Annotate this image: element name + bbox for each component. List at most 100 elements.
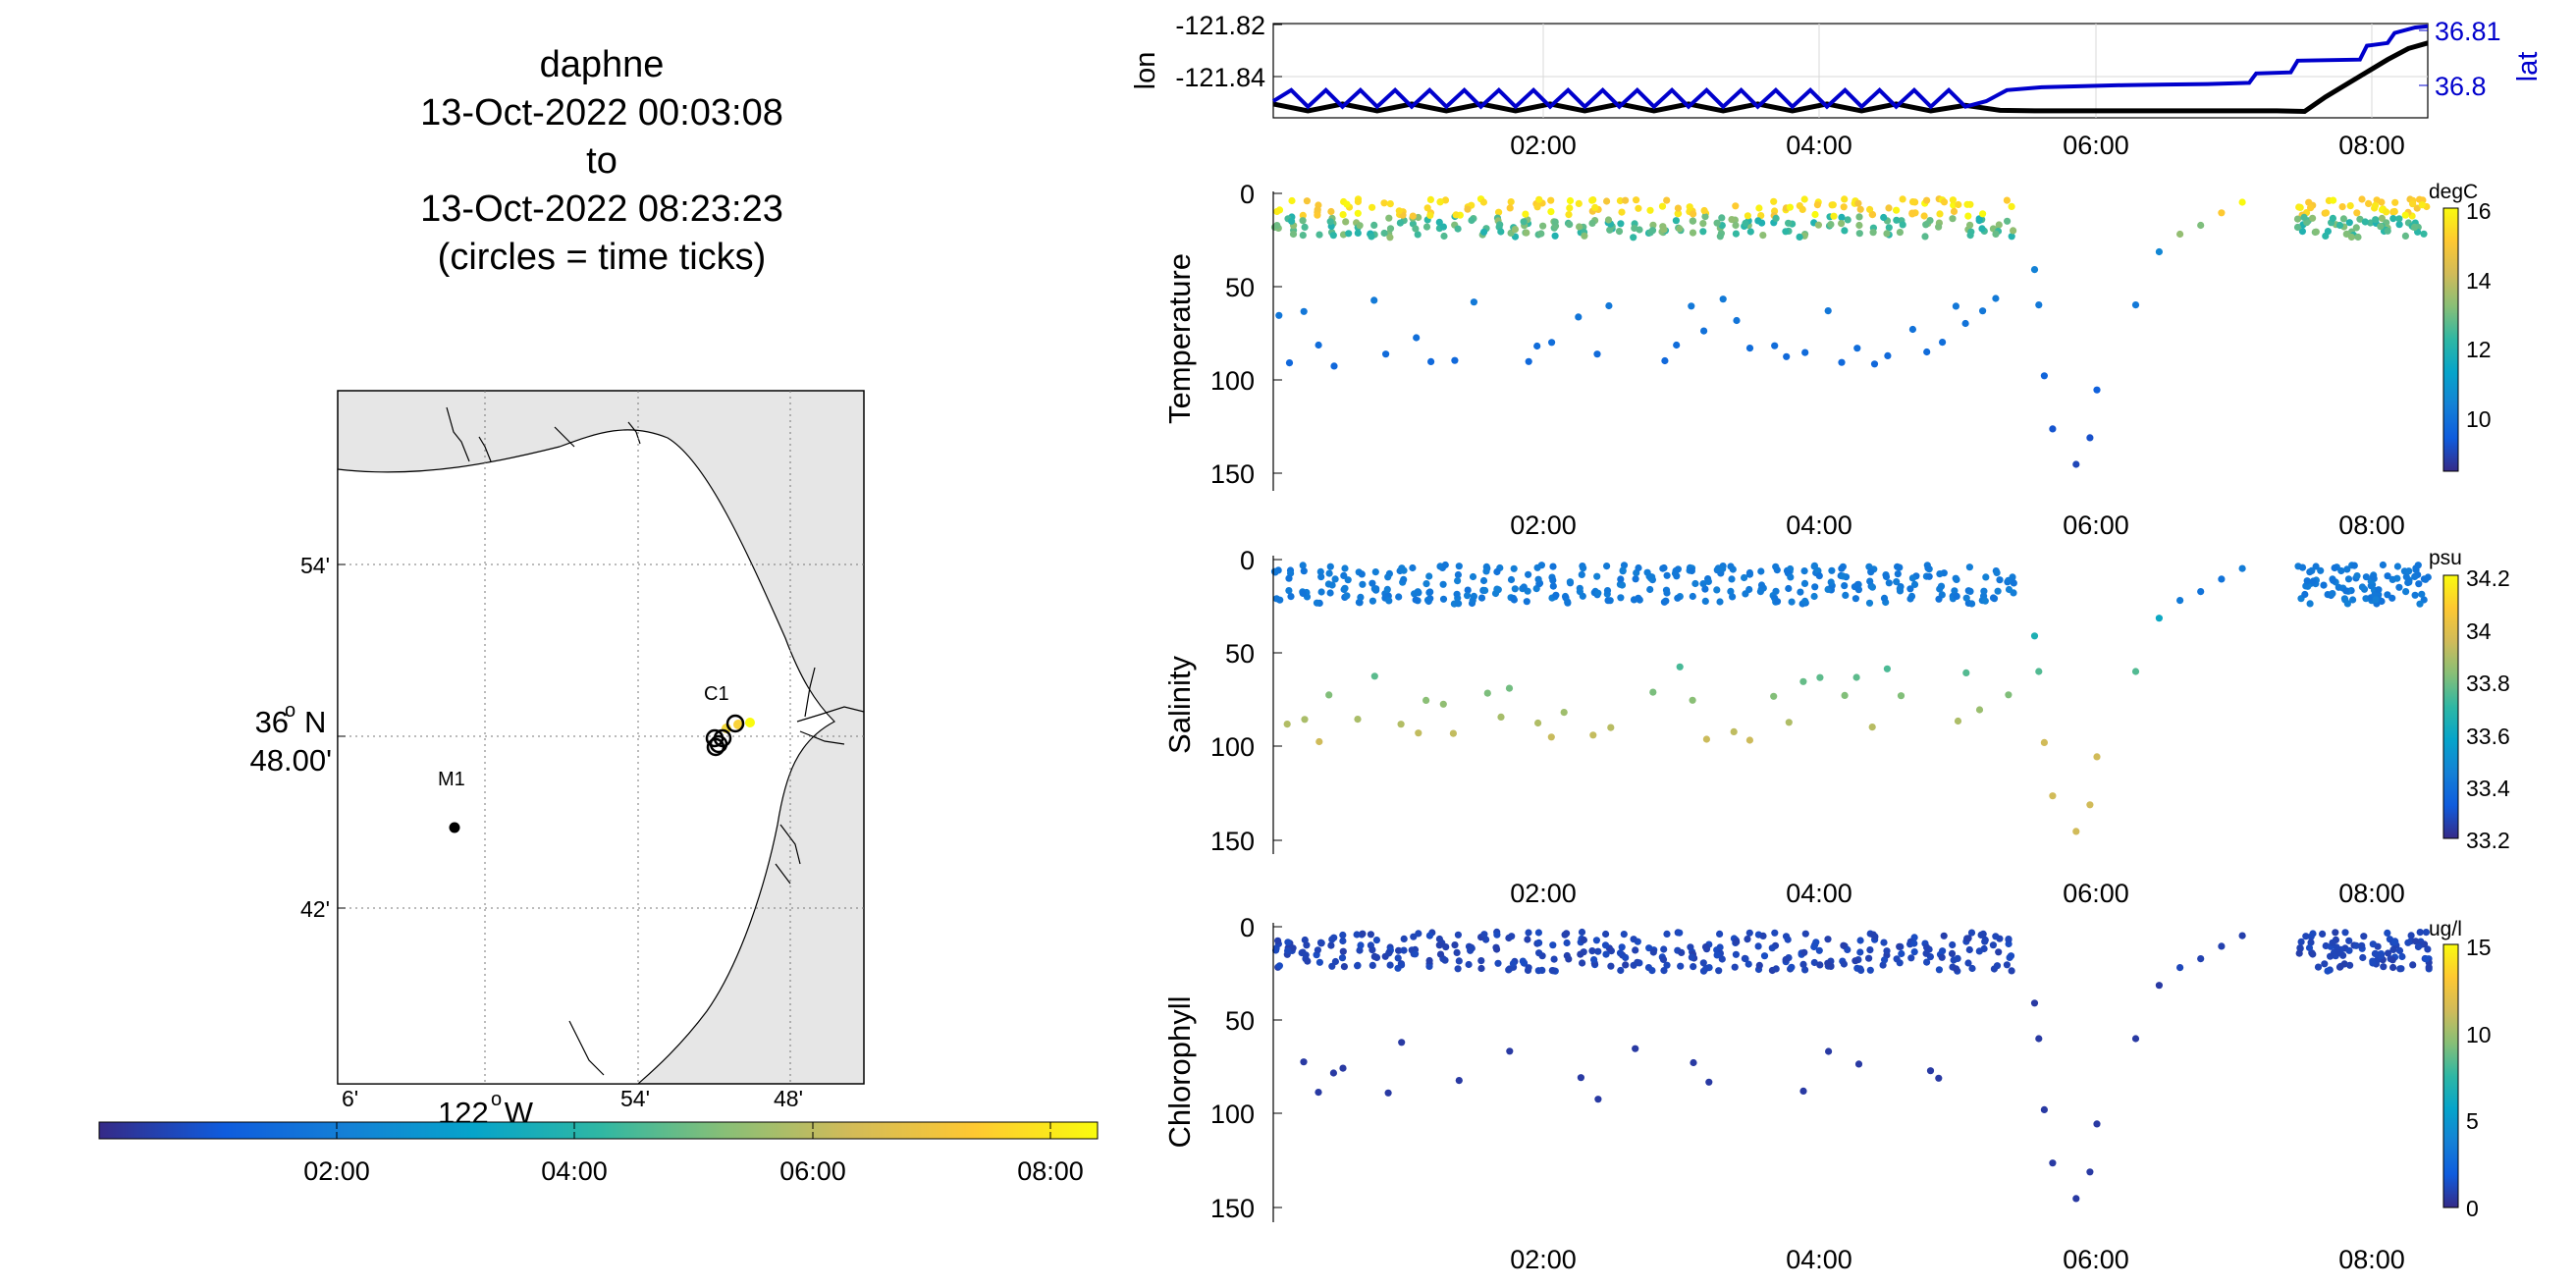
chl-data-point [1315,958,1323,966]
sal-data-point [1893,578,1901,586]
temp-data-point [1700,327,1708,335]
chl-data-point [1967,929,1976,937]
temp-data-point [2010,227,2017,235]
sal-data-point [1493,567,1501,576]
temperature-xtick-0600: 06:00 [2063,510,2129,540]
sal-data-point [1270,567,1279,575]
sal-data-point [1688,566,1695,575]
sal-data-point [1604,597,1612,605]
chl-data-point [1768,944,1776,952]
chl-data-point [1508,933,1516,940]
chl-data-point [1840,960,1848,968]
sal-data-point [2010,579,2017,587]
sal-data-point [1325,569,1333,577]
sal-data-point [1770,692,1778,700]
temp-data-point [2086,434,2094,442]
temp-data-point [2093,386,2101,394]
chl-data-point [1580,936,1587,944]
station-c1: C1 [704,683,729,705]
sal-data-point [2035,668,2043,675]
chl-data-point [1477,964,1485,973]
temp-data-point [1961,319,1969,328]
temp-data-point [1978,225,1986,233]
salinity-ytick-100: 100 [1210,732,1255,762]
temp-data-point [1854,199,1862,207]
temp-data-point [1992,230,2000,238]
temperature-ytick-0: 0 [1240,180,1255,209]
salinity-cbar-tick-336: 33.6 [2466,724,2510,749]
temp-data-point [2390,207,2398,216]
sal-data-point [2005,576,2012,584]
sal-data-point [2306,600,2314,608]
temp-data-point [1525,357,1532,365]
temp-data-point [1689,229,1697,237]
temp-data-point [2049,425,2057,433]
ocean-area [337,429,835,1085]
chl-data-point [2319,930,2327,939]
temp-data-point [1949,215,1957,223]
sal-data-point [1594,589,1602,597]
sal-data-point [1507,575,1516,584]
sal-data-point [2402,573,2410,581]
chl-data-point [1578,928,1586,937]
temp-data-point [2035,301,2043,309]
sal-data-point [2362,573,2370,581]
sal-data-point [1662,597,1670,605]
salinity-xticks: 02:00 04:00 06:00 08:00 [1510,879,2405,908]
time-colorbar-tick-0200: 02:00 [303,1156,370,1186]
chl-data-point [1425,956,1433,965]
temp-data-point [1380,229,1388,238]
temp-data-point [1950,207,1959,215]
sal-data-point [1510,564,1518,572]
chl-data-point [2305,943,2314,952]
temp-data-point [1326,218,1334,226]
temp-data-point [1370,221,1378,229]
temp-data-point [1772,214,1780,222]
salinity-colorbar-unit: psu [2429,547,2462,569]
temp-data-point [1813,201,1821,209]
sal-data-point [2379,561,2387,569]
temp-data-point [1547,196,1555,204]
sal-data-point [1317,588,1325,596]
sal-data-point [1968,600,1976,608]
chlorophyll-xticks: 02:00 04:00 06:00 08:00 [1510,1245,2405,1274]
chl-data-point [2389,963,2397,972]
temp-data-point [1995,221,2003,229]
sal-data-point [1525,570,1532,578]
temp-data-point [2293,223,2302,232]
sal-data-point [1672,566,1680,575]
map-lat-ticks: 54' 36 N o 48.00' 42' [250,553,346,922]
sal-data-point [1510,594,1518,603]
chl-data-point [1995,948,2003,956]
temp-data-point [1829,201,1837,209]
sal-data-point [1395,593,1403,601]
temp-data-point [1675,210,1683,218]
sal-data-point [2309,577,2317,585]
sal-data-point [2330,576,2337,584]
temp-data-point [1923,348,1931,356]
chl-data-point [1883,947,1891,955]
temp-data-point [1936,210,1944,218]
chl-data-point [1907,954,1915,962]
temp-data-point [1354,229,1362,237]
temp-data-point [1522,210,1530,218]
sal-data-point [1340,571,1348,580]
sal-data-point [1910,580,1919,589]
chl-data-point [2238,932,2246,939]
sal-data-point [2378,597,2386,606]
sal-data-point [1797,588,1804,596]
temp-data-point [1631,224,1638,232]
temp-data-point [1343,200,1351,208]
chl-data-point [1881,956,1889,964]
temp-data-point [2131,301,2140,309]
track-point-2 [733,720,743,729]
chl-data-point [1952,965,1960,973]
temp-data-point [1733,316,1741,325]
sal-data-point [1883,665,1891,672]
lat-degree-mark: o [285,700,295,722]
chl-data-point [1989,941,1997,949]
sal-data-point [1799,677,1807,685]
temperature-xtick-0400: 04:00 [1786,510,1852,540]
temp-data-point [1661,356,1669,365]
sal-data-point [1384,573,1392,581]
